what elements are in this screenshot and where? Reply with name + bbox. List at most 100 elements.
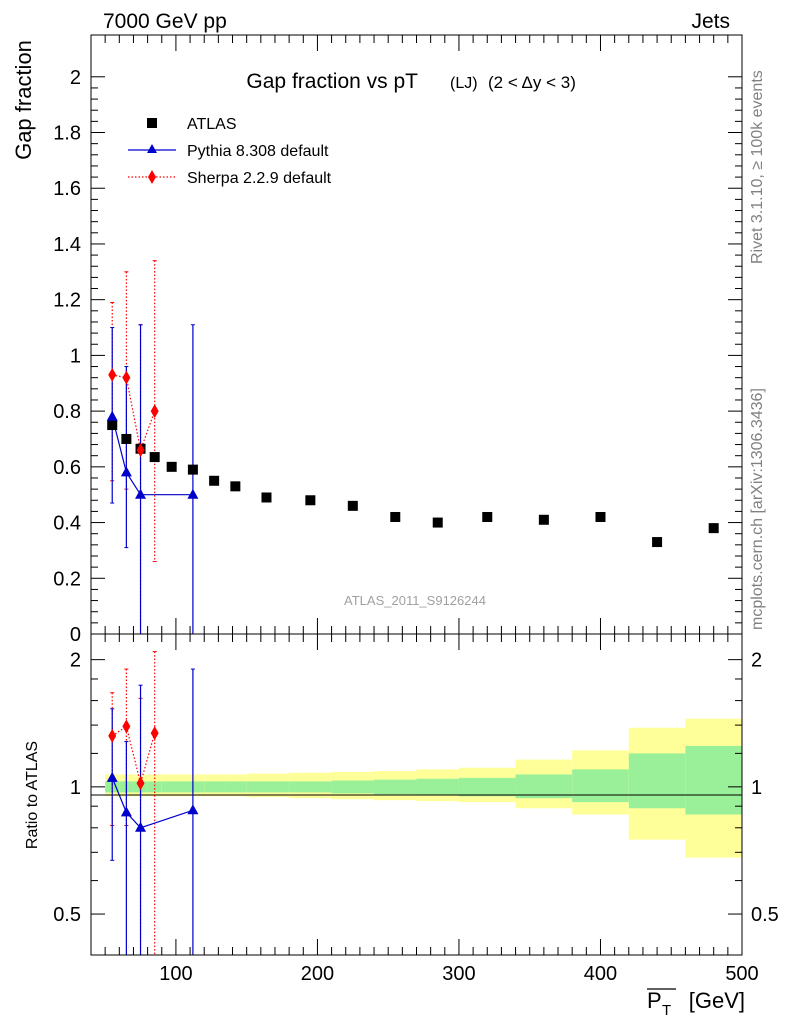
ratio-pythia-line: [111, 777, 194, 829]
x-axis-label-main: P: [647, 988, 662, 1013]
legend-label-sherpa: Sherpa 2.2.9 default: [187, 170, 332, 187]
atlas-point: [230, 481, 241, 492]
ratio-sherpa-point: [150, 726, 159, 741]
ratio-ytick-label-right: 1: [751, 777, 762, 799]
ratio-band-inner: [515, 774, 573, 799]
sherpa-point: [108, 367, 117, 382]
ratio-ytick-label-right: 2: [751, 650, 762, 672]
ratio-pythia-point: [120, 806, 132, 817]
main-ytick-label: 0: [70, 624, 81, 646]
chart-title-sub: (LJ): [450, 75, 478, 92]
pythia-point: [135, 488, 147, 499]
ratio-ytick-label-left: 1: [70, 777, 81, 799]
atlas-point: [149, 452, 160, 463]
pythia-point: [120, 466, 132, 477]
sherpa-point: [122, 370, 131, 385]
ratio-band-inner: [458, 777, 516, 797]
x-tick-label: 200: [301, 963, 334, 985]
ratio-pythia-point: [135, 821, 147, 832]
atlas-point: [209, 475, 220, 486]
ratio-band-inner: [182, 781, 205, 793]
ratio-ytick-label-right: 0.5: [751, 904, 779, 926]
main-ytick-label: 1.2: [53, 290, 81, 312]
atlas-point: [347, 500, 358, 511]
y-axis-label: Gap fraction: [11, 40, 36, 160]
main-ytick-label: 0.2: [53, 568, 81, 590]
ratio-ytick-label-left: 0.5: [53, 904, 81, 926]
atlas-point: [432, 517, 443, 528]
atlas-point: [187, 464, 198, 475]
main-ytick-label: 2: [70, 67, 81, 89]
pythia-point: [106, 410, 118, 421]
x-tick-label: 500: [725, 963, 758, 985]
mcplots-label: mcplots.cern.ch [arXiv:1306.3436]: [749, 388, 766, 630]
main-ytick-label: 1: [70, 345, 81, 367]
main-axes: 0 0.2 0.4 0.6 0.8 1 1.2 1.4 1.6 1.8 2: [53, 35, 743, 646]
main-ytick-label: 0.6: [53, 457, 81, 479]
pythia-line: [111, 416, 193, 496]
ratio-band-inner: [161, 781, 183, 793]
atlas-point: [538, 514, 549, 525]
ratio-band-inner: [225, 781, 247, 793]
atlas-point: [390, 511, 401, 522]
atlas-point: [107, 420, 118, 431]
ratio-band-inner: [289, 781, 332, 793]
atlas-point: [708, 523, 719, 534]
ratio-sherpa-point: [136, 776, 145, 791]
ratio-band-inner: [374, 779, 417, 795]
main-ytick-label: 0.4: [53, 513, 81, 535]
ratio-y-axis-label: Ratio to ATLAS: [24, 741, 41, 849]
x-axis-label-unit: [GeV]: [689, 988, 745, 1013]
ratio-panel: 0.5 0.5 1 1 2 2 100 200 300 400 500 Ratio to ATLAS…: [24, 633, 779, 1019]
chart-title: Gap fraction vs pT: [246, 70, 418, 93]
ratio-sherpa-point: [122, 719, 131, 734]
analysis-watermark: ATLAS_2011_S9126244: [344, 593, 486, 608]
main-ytick-label: 1.4: [53, 234, 81, 256]
sherpa-point: [136, 443, 145, 458]
x-tick-label: 400: [584, 963, 617, 985]
main-data-layer: [106, 260, 719, 635]
atlas-point: [261, 492, 272, 503]
ratio-band-inner: [416, 778, 459, 796]
ratio-axes: 0.5 0.5 1 1 2 2 100 200 300 400 500: [53, 634, 779, 985]
main-ytick-label: 0.8: [53, 401, 81, 423]
pythia-point: [187, 488, 199, 499]
ratio-band-inner: [331, 780, 375, 794]
chart-title-range: (2 < Δy < 3): [488, 73, 576, 92]
legend: ATLAS Pythia 8.308 default Sherpa 2.2.9 …: [128, 116, 332, 187]
ratio-band-inner: [246, 781, 290, 793]
rivet-label: Rivet 3.1.10, ≥ 100k events: [749, 70, 766, 264]
sherpa-point: [150, 404, 159, 419]
atlas-point: [305, 495, 316, 506]
ratio-pythia-point: [106, 771, 118, 782]
main-ytick-label: 1.8: [53, 123, 81, 145]
ratio-band-inner: [685, 745, 742, 815]
ratio-pythia-point: [187, 804, 199, 815]
atlas-point: [166, 461, 177, 472]
atlas-point: [121, 433, 132, 444]
ratio-sherpa-line: [111, 725, 156, 786]
ratio-sherpa-point: [108, 728, 117, 743]
x-tick-label: 300: [442, 963, 475, 985]
energy-label: 7000 GeV pp: [103, 10, 227, 33]
main-panel: 0 0.2 0.4 0.6 0.8 1 1.2 1.4 1.6 1.8 2 Gap fraction…: [11, 34, 743, 646]
main-ytick-label: 1.6: [53, 178, 81, 200]
legend-marker-atlas: [147, 118, 157, 128]
atlas-point: [595, 511, 606, 522]
ratio-frame: [90, 633, 743, 956]
x-tick-label: 100: [159, 963, 192, 985]
ratio-band-inner: [628, 753, 686, 809]
ratio-ytick-label-left: 2: [70, 650, 81, 672]
legend-label-pythia: Pythia 8.308 default: [187, 143, 329, 160]
x-axis-label: P T [GeV]: [647, 988, 745, 1019]
atlas-point: [652, 537, 663, 548]
ratio-data-layer: [106, 651, 199, 956]
atlas-point: [482, 511, 493, 522]
jets-label: Jets: [691, 10, 730, 33]
legend-marker-sherpa: [148, 170, 156, 184]
ratio-band-inner: [204, 781, 226, 793]
ratio-band-inner: [572, 769, 629, 803]
legend-marker-pythia: [147, 144, 157, 153]
ratio-band-inner: [147, 781, 162, 793]
